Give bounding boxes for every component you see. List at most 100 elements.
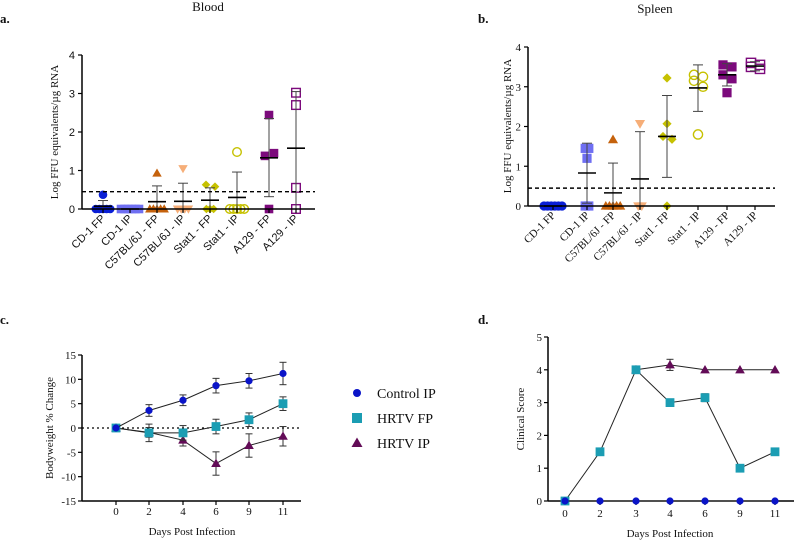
series-square	[560, 365, 780, 506]
y-tick-label: 15	[65, 350, 77, 362]
y-tick-label: 0	[71, 423, 77, 435]
data-point	[98, 190, 108, 200]
y-tick-label: 0	[69, 204, 75, 216]
y-tick-label: 5	[71, 399, 77, 411]
data-point	[718, 60, 728, 70]
data-point	[727, 74, 737, 84]
y-tick-label: 4	[537, 365, 543, 377]
plot-c: -15 -10 -5 0 5 10 15 0 2 4 6 9 11 Control IP HRTV FP HR…	[61, 350, 436, 518]
series-hrtv-fp	[111, 396, 288, 443]
data-point	[662, 73, 672, 83]
data-point	[278, 399, 288, 409]
legend-label: HRTV IP	[377, 437, 430, 452]
y-tick-label: 3	[516, 82, 522, 94]
legend-marker	[353, 389, 361, 397]
y-tick-label: 0	[537, 496, 543, 508]
y-tick-label: 2	[69, 127, 75, 139]
x-tick-label: 11	[770, 508, 781, 520]
y-tick-label: 0	[516, 201, 522, 213]
data-point	[244, 440, 254, 450]
data-point	[144, 428, 154, 438]
data-point	[561, 497, 569, 505]
data-point	[701, 497, 709, 505]
data-point	[264, 110, 274, 120]
x-tick-label: 0	[113, 506, 119, 518]
x-tick-label: 2	[597, 508, 603, 520]
data-point	[771, 497, 779, 505]
data-point	[770, 364, 780, 374]
data-point	[596, 497, 604, 505]
panel-label-d: d.	[478, 312, 488, 327]
x-tick-label: 2	[146, 506, 152, 518]
y-axis-label-a: Log FFU equivalents/µg RNA	[49, 65, 61, 199]
data-point	[260, 151, 270, 161]
y-tick-label: 5	[537, 332, 543, 344]
y-tick-label: -15	[61, 496, 76, 508]
x-tick-label: CD-1 FP	[522, 210, 558, 246]
data-point	[722, 88, 732, 98]
data-point	[152, 168, 162, 177]
data-point	[231, 147, 242, 158]
data-point	[145, 406, 153, 415]
data-point	[179, 396, 187, 404]
data-point	[665, 360, 675, 369]
data-point	[688, 75, 700, 87]
x-tick-label: 9	[737, 508, 743, 520]
legend-marker	[352, 413, 362, 423]
series-line	[564, 368, 776, 502]
data-point	[736, 497, 744, 505]
series-control-ip	[112, 361, 287, 432]
data-point	[692, 129, 704, 140]
x-tick-label: 11	[278, 506, 289, 518]
y-axis-label-b: Log FFU equivalents/µg RNA	[502, 59, 514, 193]
y-tick-label: 3	[69, 89, 75, 101]
x-axis-label-c: Days Post Infection	[149, 526, 236, 538]
series-circle	[561, 497, 779, 505]
data-point	[735, 463, 745, 473]
panel-label-b: b.	[478, 11, 488, 26]
y-tick-label: 4	[516, 42, 522, 54]
series-triangle	[631, 358, 780, 374]
data-point	[112, 424, 120, 432]
data-point	[178, 428, 188, 438]
y-tick-label: 10	[65, 374, 77, 386]
data-point	[269, 148, 279, 158]
data-point	[631, 365, 641, 375]
data-point	[279, 369, 287, 378]
y-tick-label: 1	[537, 463, 543, 475]
panel-label-c: c.	[0, 312, 9, 327]
data-point	[210, 182, 220, 191]
data-point	[211, 422, 221, 431]
data-point	[212, 382, 220, 390]
y-tick-label: 2	[516, 122, 522, 134]
x-tick-label: CD-1 FP	[69, 213, 108, 252]
y-tick-label: 3	[537, 398, 543, 410]
x-tick-label: 0	[562, 508, 568, 520]
data-point	[632, 497, 640, 505]
data-point	[211, 458, 221, 468]
data-point	[697, 81, 709, 93]
x-tick-label: 4	[180, 506, 186, 518]
x-tick-label: 3	[633, 508, 639, 520]
data-point	[584, 143, 594, 153]
data-point	[278, 431, 288, 440]
legend-label: HRTV FP	[377, 412, 433, 427]
data-point	[700, 393, 710, 403]
legend-marker	[351, 437, 363, 447]
data-point	[665, 398, 675, 407]
y-tick-label: -10	[61, 472, 76, 484]
panel-label-a: a.	[0, 11, 10, 26]
data-point	[634, 120, 646, 129]
y-tick-label: 4	[69, 50, 75, 62]
plot-d: 0 1 2 3 4 5 0 2 3 4 6 9 11	[537, 332, 794, 520]
y-tick-label: 2	[537, 430, 543, 442]
x-tick-label: 6	[213, 506, 219, 518]
data-point	[666, 497, 674, 505]
y-tick-label: 1	[516, 161, 522, 173]
data-point	[727, 62, 737, 72]
x-tick-label: 4	[667, 508, 673, 520]
legend: Control IP HRTV FP HRTV IP	[351, 387, 436, 452]
chart-title-spleen: Spleen	[637, 1, 673, 16]
